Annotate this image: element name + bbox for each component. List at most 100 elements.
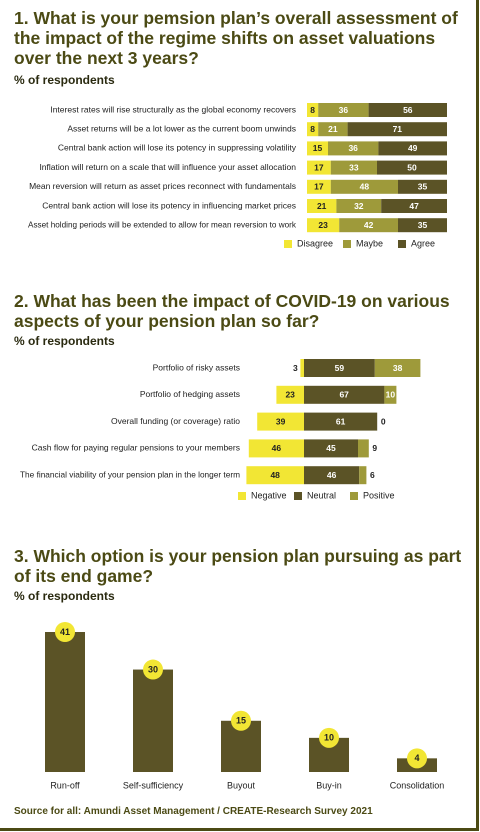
x-tick-label: Run-off [50,780,80,790]
value-label: 15 [313,143,323,153]
value-label: 48 [270,470,280,480]
bar-segment [358,439,369,458]
row-label: Cash flow for paying regular pensions to… [32,443,240,453]
bar-segment [368,103,447,117]
chart-title: 2. What has been the impact of COVID-19 … [14,291,450,331]
value-label: 21 [317,201,327,211]
x-tick-label: Buy-in [316,780,342,790]
value-label: 33 [349,162,359,172]
bar-segment [378,141,447,156]
bar-segment [307,218,340,233]
value-label: 42 [364,220,374,230]
legend-label: Agree [411,238,435,248]
bar-segment [307,160,331,175]
bar-segment [304,466,360,485]
row-label: Overall funding (or coverage) ratio [111,416,240,426]
bar-segment [246,466,304,485]
bar-segment [377,160,447,175]
bar-segment [307,141,328,156]
bar-segment [398,179,447,194]
bar-segment [347,122,447,137]
value-label: 38 [393,363,403,373]
value-label: 46 [327,470,337,480]
bar-segment [304,385,385,404]
source-note: Source for all: Amundi Asset Management … [14,806,373,817]
value-label: 45 [326,443,336,453]
row-label: Central bank action will lose its potenc… [58,143,297,153]
value-label: 36 [339,105,349,115]
x-tick-label: Buyout [227,780,256,790]
value-label: 17 [314,162,324,172]
legend-label: Positive [363,490,395,500]
legend-swatch [238,492,246,500]
bar-segment [339,218,398,233]
value-label: 8 [310,124,315,134]
value-label: 32 [354,201,364,211]
chart-subtitle: % of respondents [14,73,115,87]
bar-segment [318,122,348,137]
value-label: 17 [314,182,324,192]
bar [45,632,85,772]
bar-segment [307,103,319,117]
bar-segment [328,141,379,156]
value-label: 21 [328,124,338,134]
value-label: 35 [418,182,428,192]
bar-segment [248,439,304,458]
legend-swatch [398,240,406,248]
value-label: 9 [372,443,377,453]
row-label: Central bank action will lose its potenc… [42,200,296,210]
chart-subtitle: % of respondents [14,334,115,348]
value-label: 23 [318,220,328,230]
bar-segment [359,466,367,485]
bar-segment [381,199,447,213]
bar-segment [307,199,337,213]
bar [133,669,173,772]
row-label: Portfolio of risky assets [153,362,240,372]
value-label: 35 [418,220,428,230]
row-label: Asset holding periods will be extended t… [28,219,297,229]
legend-swatch [350,492,358,500]
value-label: 4 [414,753,419,763]
legend-label: Neutral [307,490,336,500]
row-label: Portfolio of hedging assets [140,389,240,399]
value-badge [319,727,339,748]
legend-swatch [343,240,351,248]
value-label: 0 [381,416,386,426]
value-label: 8 [310,105,315,115]
bar-segment [330,160,377,175]
value-badge [407,748,427,769]
x-tick-label: Consolidation [390,780,445,790]
bar-segment [304,439,358,458]
bar-segment [330,179,398,194]
chart-title: 3. Which option is your pension plan pur… [14,546,462,586]
value-label: 41 [60,627,70,637]
value-label: 47 [409,201,419,211]
value-label: 6 [370,470,375,480]
bar-segment [318,103,369,117]
bar-segment [398,218,447,233]
value-label: 36 [348,143,358,153]
x-tick-label: Self-sufficiency [123,780,184,790]
value-label: 10 [324,733,334,743]
value-label: 48 [360,182,370,192]
value-label: 56 [403,105,413,115]
value-label: 30 [148,664,158,674]
row-label: The financial viability of your pension … [20,469,240,479]
value-label: 71 [393,124,403,134]
row-label: Interest rates will rise structurally as… [50,104,296,114]
value-label: 3 [293,363,298,373]
bar-segment [307,122,319,137]
bar-segment [307,179,331,194]
row-label: Asset returns will be a lot lower as the… [67,123,296,133]
value-label: 49 [408,143,418,153]
legend-swatch [284,240,292,248]
row-label: Inflation will return on a scale that wi… [39,162,296,172]
bar-segment [304,412,378,431]
bar-segment [257,412,304,431]
value-label: 46 [272,443,282,453]
bar-segment [384,385,397,404]
value-label: 10 [386,390,396,400]
value-label: 59 [335,363,345,373]
